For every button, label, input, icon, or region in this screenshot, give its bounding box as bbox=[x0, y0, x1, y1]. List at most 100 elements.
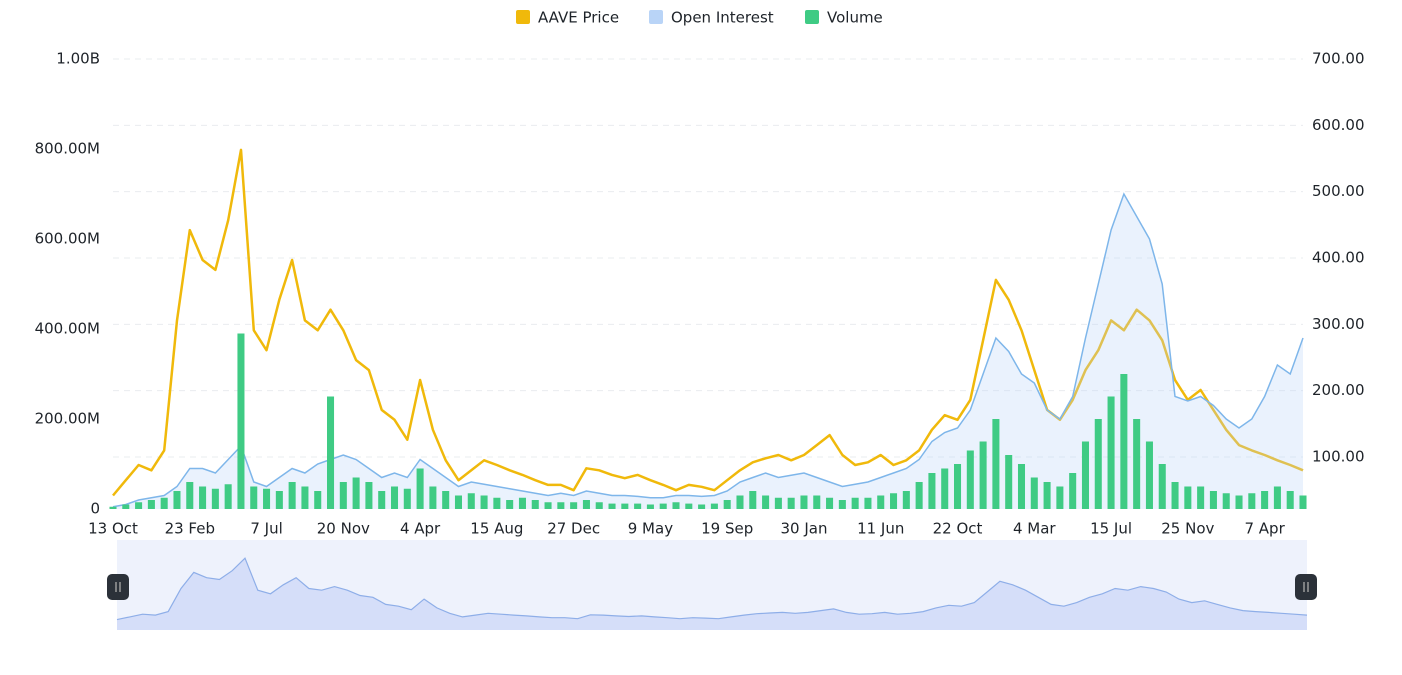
legend-label: Open Interest bbox=[671, 9, 774, 27]
volume-bar bbox=[953, 464, 962, 509]
volume-bar bbox=[224, 484, 232, 509]
volume-bar bbox=[160, 497, 168, 509]
y-tick-label: 1.00B bbox=[56, 50, 100, 68]
volume-bar bbox=[941, 468, 949, 509]
volume-bar bbox=[992, 419, 1000, 509]
navigator-area bbox=[117, 558, 1307, 630]
y-tick-label: 400.00M bbox=[35, 320, 100, 338]
volume-bar bbox=[698, 504, 706, 509]
volume-bar bbox=[838, 500, 846, 509]
y-tick-label: 0 bbox=[90, 500, 100, 518]
x-tick-label: 13 Oct bbox=[88, 520, 138, 538]
volume-bar bbox=[365, 482, 373, 509]
volume-bar bbox=[966, 450, 974, 509]
volume-bar bbox=[211, 488, 219, 509]
volume-bar bbox=[173, 491, 181, 509]
volume-bar bbox=[1005, 455, 1013, 509]
volume-bar bbox=[301, 486, 309, 509]
volume-bar bbox=[429, 486, 437, 509]
y2-tick-label: 400.00 bbox=[1312, 248, 1365, 266]
x-tick-label: 20 Nov bbox=[317, 520, 370, 538]
volume-bar bbox=[109, 506, 117, 509]
volume-bar bbox=[1286, 491, 1294, 509]
legend-swatch bbox=[516, 10, 530, 24]
volume-bar bbox=[467, 493, 475, 509]
x-tick-label: 15 Aug bbox=[470, 520, 523, 538]
volume-bar bbox=[1145, 441, 1153, 509]
volume-bar bbox=[314, 491, 322, 509]
volume-bar bbox=[634, 503, 642, 509]
x-tick-label: 15 Jul bbox=[1090, 520, 1132, 538]
volume-bar bbox=[1235, 495, 1243, 509]
volume-bar bbox=[454, 495, 463, 509]
volume-bar bbox=[979, 441, 987, 509]
y-tick-label: 600.00M bbox=[35, 230, 100, 248]
navigator-handle bbox=[107, 574, 129, 600]
volume-bar bbox=[710, 503, 718, 509]
volume-bar bbox=[851, 497, 859, 509]
navigator-line bbox=[116, 557, 1308, 621]
volume-bar bbox=[621, 503, 629, 509]
volume-bar bbox=[327, 396, 335, 509]
volume-bar bbox=[1248, 493, 1256, 509]
volume-bar bbox=[749, 491, 757, 509]
volume-bar bbox=[672, 502, 680, 509]
volume-bar bbox=[582, 500, 590, 509]
volume-bar bbox=[250, 486, 258, 509]
volume-bar bbox=[1273, 486, 1281, 509]
legend-label: Volume bbox=[827, 9, 883, 27]
y2-tick-label: 300.00 bbox=[1312, 315, 1365, 333]
volume-bar bbox=[544, 502, 552, 509]
volume-bar bbox=[608, 503, 616, 509]
volume-bar bbox=[787, 497, 795, 509]
volume-bar bbox=[736, 495, 744, 509]
y2-tick-label: 700.00 bbox=[1312, 50, 1365, 68]
volume-bar bbox=[890, 493, 898, 509]
volume-bar bbox=[659, 503, 667, 509]
volume-bar bbox=[1107, 396, 1115, 509]
volume-bar bbox=[646, 504, 654, 509]
y2-tick-label: 500.00 bbox=[1312, 182, 1365, 200]
volume-bar bbox=[864, 497, 872, 509]
volume-bar bbox=[263, 488, 271, 509]
volume-bar bbox=[1030, 477, 1038, 509]
x-tick-label: 9 May bbox=[628, 520, 673, 538]
volume-bar bbox=[480, 495, 488, 509]
volume-bar bbox=[506, 500, 514, 509]
x-tick-label: 30 Jan bbox=[780, 520, 827, 538]
volume-bar bbox=[1299, 495, 1307, 509]
x-tick-label: 27 Dec bbox=[547, 520, 600, 538]
volume-bar bbox=[685, 503, 693, 509]
x-tick-label: 4 Mar bbox=[1013, 520, 1056, 538]
volume-bar bbox=[1043, 482, 1051, 509]
volume-bar bbox=[1209, 491, 1217, 509]
volume-bar bbox=[135, 502, 143, 509]
x-tick-label: 11 Jun bbox=[857, 520, 904, 538]
volume-bar bbox=[403, 488, 411, 509]
volume-bar bbox=[595, 502, 603, 509]
volume-bar bbox=[557, 502, 565, 509]
volume-bar bbox=[1197, 486, 1205, 509]
volume-bar bbox=[493, 497, 501, 509]
volume-bar bbox=[199, 486, 207, 509]
navigator-handle bbox=[1295, 574, 1317, 600]
volume-bar bbox=[1081, 441, 1089, 509]
volume-bar bbox=[237, 333, 245, 509]
x-tick-label: 7 Jul bbox=[250, 520, 282, 538]
volume-bar bbox=[1261, 491, 1269, 509]
volume-bar bbox=[877, 495, 885, 509]
x-tick-label: 22 Oct bbox=[933, 520, 983, 538]
x-tick-label: 25 Nov bbox=[1161, 520, 1214, 538]
x-tick-label: 19 Sep bbox=[701, 520, 753, 538]
volume-bar bbox=[288, 482, 296, 509]
volume-bar bbox=[186, 482, 194, 509]
volume-bar bbox=[416, 468, 424, 509]
legend-label: AAVE Price bbox=[538, 9, 619, 27]
volume-bar bbox=[1094, 419, 1102, 509]
oi-line bbox=[112, 192, 1304, 508]
price-line bbox=[112, 148, 1304, 497]
y2-tick-label: 600.00 bbox=[1312, 116, 1365, 134]
volume-bar bbox=[928, 473, 936, 509]
legend-swatch bbox=[649, 10, 663, 24]
